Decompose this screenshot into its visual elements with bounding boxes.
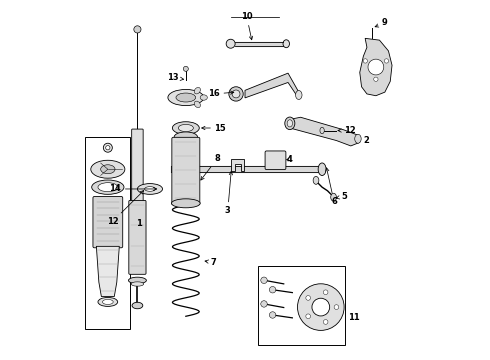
FancyBboxPatch shape xyxy=(265,151,286,170)
Ellipse shape xyxy=(145,186,155,191)
Ellipse shape xyxy=(226,39,235,48)
Polygon shape xyxy=(231,159,245,171)
Ellipse shape xyxy=(132,302,143,309)
Text: 9: 9 xyxy=(375,18,388,27)
Ellipse shape xyxy=(106,145,110,150)
Text: 6: 6 xyxy=(326,168,337,206)
Ellipse shape xyxy=(287,120,293,127)
Text: 2: 2 xyxy=(364,136,369,145)
Ellipse shape xyxy=(313,176,319,184)
Ellipse shape xyxy=(320,127,324,134)
Ellipse shape xyxy=(178,125,194,132)
Text: 8: 8 xyxy=(201,154,220,180)
Circle shape xyxy=(297,284,344,330)
Ellipse shape xyxy=(285,117,295,130)
Text: 16: 16 xyxy=(208,89,234,98)
Text: 4: 4 xyxy=(286,155,292,164)
Ellipse shape xyxy=(194,101,200,108)
Polygon shape xyxy=(245,73,299,99)
Ellipse shape xyxy=(331,193,337,201)
Circle shape xyxy=(270,287,276,293)
Text: 10: 10 xyxy=(241,12,253,40)
Ellipse shape xyxy=(318,163,326,176)
Circle shape xyxy=(306,314,311,319)
Text: 15: 15 xyxy=(202,123,226,132)
Bar xyxy=(85,137,130,329)
Bar xyxy=(258,266,345,345)
FancyBboxPatch shape xyxy=(172,137,200,205)
Polygon shape xyxy=(97,246,119,297)
Ellipse shape xyxy=(232,90,240,98)
Ellipse shape xyxy=(174,132,197,142)
Text: 12: 12 xyxy=(338,126,355,135)
Ellipse shape xyxy=(92,180,124,194)
Circle shape xyxy=(368,59,384,75)
Ellipse shape xyxy=(131,282,144,286)
Polygon shape xyxy=(290,117,360,146)
Text: 12: 12 xyxy=(107,190,144,226)
Text: 3: 3 xyxy=(225,171,233,215)
Circle shape xyxy=(183,66,188,71)
Ellipse shape xyxy=(172,122,199,134)
Text: 7: 7 xyxy=(205,258,217,267)
Ellipse shape xyxy=(102,300,113,305)
Circle shape xyxy=(374,77,378,81)
Circle shape xyxy=(306,296,311,300)
Ellipse shape xyxy=(128,277,147,284)
Circle shape xyxy=(363,59,368,63)
Circle shape xyxy=(334,305,339,310)
Circle shape xyxy=(323,320,328,324)
Circle shape xyxy=(134,26,141,33)
Circle shape xyxy=(312,298,330,316)
Ellipse shape xyxy=(283,40,290,48)
Ellipse shape xyxy=(295,90,302,99)
Ellipse shape xyxy=(168,89,204,105)
Text: 5: 5 xyxy=(336,192,348,201)
Ellipse shape xyxy=(355,134,361,143)
Text: 13: 13 xyxy=(167,73,184,82)
Circle shape xyxy=(261,301,267,307)
Ellipse shape xyxy=(194,87,200,94)
Ellipse shape xyxy=(229,87,243,101)
Text: 14: 14 xyxy=(110,184,157,193)
Circle shape xyxy=(323,290,328,294)
Circle shape xyxy=(270,312,276,318)
Ellipse shape xyxy=(172,199,200,208)
Circle shape xyxy=(261,277,267,283)
Ellipse shape xyxy=(91,160,125,178)
Circle shape xyxy=(384,59,389,63)
Ellipse shape xyxy=(200,95,207,100)
Ellipse shape xyxy=(98,183,118,192)
Ellipse shape xyxy=(176,93,196,102)
Ellipse shape xyxy=(103,143,112,152)
Text: 1: 1 xyxy=(136,219,142,228)
Ellipse shape xyxy=(137,184,163,194)
Ellipse shape xyxy=(98,297,118,306)
FancyBboxPatch shape xyxy=(93,197,122,248)
FancyBboxPatch shape xyxy=(132,129,143,206)
FancyBboxPatch shape xyxy=(129,201,146,274)
Text: 11: 11 xyxy=(348,313,360,322)
Polygon shape xyxy=(360,39,392,96)
Ellipse shape xyxy=(100,165,115,174)
